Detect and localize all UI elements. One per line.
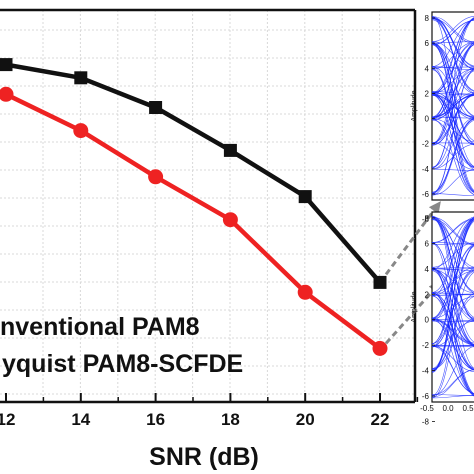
series-line-conventional (5, 62, 382, 284)
eye-trace (431, 369, 474, 396)
eye-y-tick-label: 2 (425, 290, 430, 299)
eye-y-axis-label: Amplitude (411, 291, 418, 322)
eye-y-tick-label: -2 (422, 140, 430, 149)
x-axis-title: SNR (dB) (149, 443, 259, 471)
eye-diagram-inset: 8 6 4 2 0 -2 -4 -6 -8 Amplitude -0.5 0.0 0.5 (411, 211, 474, 426)
eye-trace (431, 270, 474, 370)
eye-y-tick-label: -4 (422, 165, 430, 174)
eye-trace (431, 17, 474, 70)
data-point-conventional (223, 143, 237, 157)
series-line-nyquist (5, 92, 382, 351)
eye-x-tick-label: 0.0 (442, 404, 454, 413)
data-point-conventional (74, 71, 88, 85)
eye-trace (431, 44, 474, 120)
x-tick-label: 12 (0, 410, 15, 429)
eye-y-tick-label: -2 (422, 341, 430, 350)
eye-trace (431, 20, 474, 45)
eye-trace (431, 345, 474, 372)
eye-y-tick-label: 4 (425, 64, 430, 73)
arrows (384, 201, 442, 345)
eye-diagram-insets: 8 6 4 2 0 -2 -4 -6 -8 Amplitude 8 6 4 2 0 -2 -4 -6 -8 Ampli… (411, 11, 474, 426)
legend-label-nyquist: yquist PAM8-SCFDE (2, 350, 243, 378)
eye-y-tick-label: -6 (422, 392, 430, 401)
x-tick-label: 14 (71, 410, 90, 429)
eye-y-tick-label: 4 (425, 265, 430, 274)
data-point-nyquist (73, 123, 89, 139)
eye-trace (431, 16, 474, 42)
eye-trace (431, 143, 474, 170)
eye-y-tick-label: -8 (422, 417, 430, 426)
eye-trace (431, 70, 474, 144)
eye-trace (431, 272, 474, 399)
arrow-to-conventional-eye (384, 201, 441, 276)
data-point-nyquist (148, 169, 164, 185)
eye-trace (431, 169, 474, 196)
eye-trace (431, 18, 474, 67)
eye-trace (431, 215, 474, 320)
data-point-conventional (373, 275, 387, 289)
eye-trace (431, 216, 474, 245)
data-point-nyquist (222, 212, 238, 228)
eye-y-tick-label: -4 (422, 367, 430, 376)
eye-trace (431, 345, 474, 394)
eye-x-tick-label: 0.5 (462, 404, 474, 413)
eye-trace (431, 94, 474, 195)
x-tick-label: 20 (296, 410, 315, 429)
grid (0, 10, 415, 402)
eye-trace (431, 242, 474, 268)
eye-trace (431, 17, 474, 91)
eye-trace (431, 118, 474, 142)
eye-trace (431, 318, 474, 370)
eye-trace (431, 43, 474, 117)
eye-trace (431, 44, 474, 169)
eye-y-tick-label: -6 (422, 190, 430, 199)
eye-y-tick-label: 8 (425, 14, 430, 23)
x-tick-label: 16 (146, 410, 165, 429)
data-point-nyquist (372, 340, 388, 356)
eye-trace (431, 344, 474, 348)
legend-label-conventional: nventional PAM8 (0, 313, 200, 341)
eye-y-tick-label: 0 (425, 115, 430, 124)
eye-trace (431, 318, 474, 395)
eye-trace (431, 117, 474, 170)
eye-trace (431, 216, 474, 270)
eye-trace (431, 217, 474, 369)
eye-y-tick-label: 0 (425, 316, 430, 325)
x-tick-label: 18 (221, 410, 240, 429)
eye-trace (431, 218, 474, 243)
eye-y-tick-label: -8 (422, 215, 430, 224)
eye-trace (431, 217, 474, 347)
eye-trace (431, 216, 474, 270)
eye-x-tick-label: -0.5 (420, 404, 434, 413)
eye-y-tick-label: 6 (425, 239, 430, 248)
eye-y-tick-label: 8 (425, 214, 430, 223)
eye-trace (431, 16, 474, 43)
eye-trace (431, 116, 474, 119)
eye-y-tick-label: 2 (425, 89, 430, 98)
eye-trace (431, 94, 474, 143)
eye-y-tick-label: 6 (425, 39, 430, 48)
eye-trace (431, 268, 474, 271)
data-point-conventional (0, 58, 13, 72)
x-tick-label: 22 (371, 410, 390, 429)
axes: 12 14 16 18 20 22 (0, 8, 419, 429)
eye-trace (431, 94, 474, 145)
eye-trace (431, 319, 474, 346)
eye-trace (431, 120, 474, 196)
data-point-conventional (149, 101, 163, 114)
data-point-conventional (298, 190, 312, 204)
eye-trace (431, 244, 474, 372)
eye-y-axis-label: Amplitude (411, 90, 418, 121)
data-point-nyquist (0, 86, 14, 102)
arrow-to-nyquist-eye (384, 281, 442, 345)
eye-trace (431, 168, 474, 171)
data-point-nyquist (297, 284, 313, 300)
eye-trace (431, 118, 474, 194)
series-layer (0, 58, 388, 356)
eye-trace (431, 92, 474, 118)
eye-diagram-inset: 8 6 4 2 0 -2 -4 -6 -8 Amplitude (411, 11, 474, 224)
